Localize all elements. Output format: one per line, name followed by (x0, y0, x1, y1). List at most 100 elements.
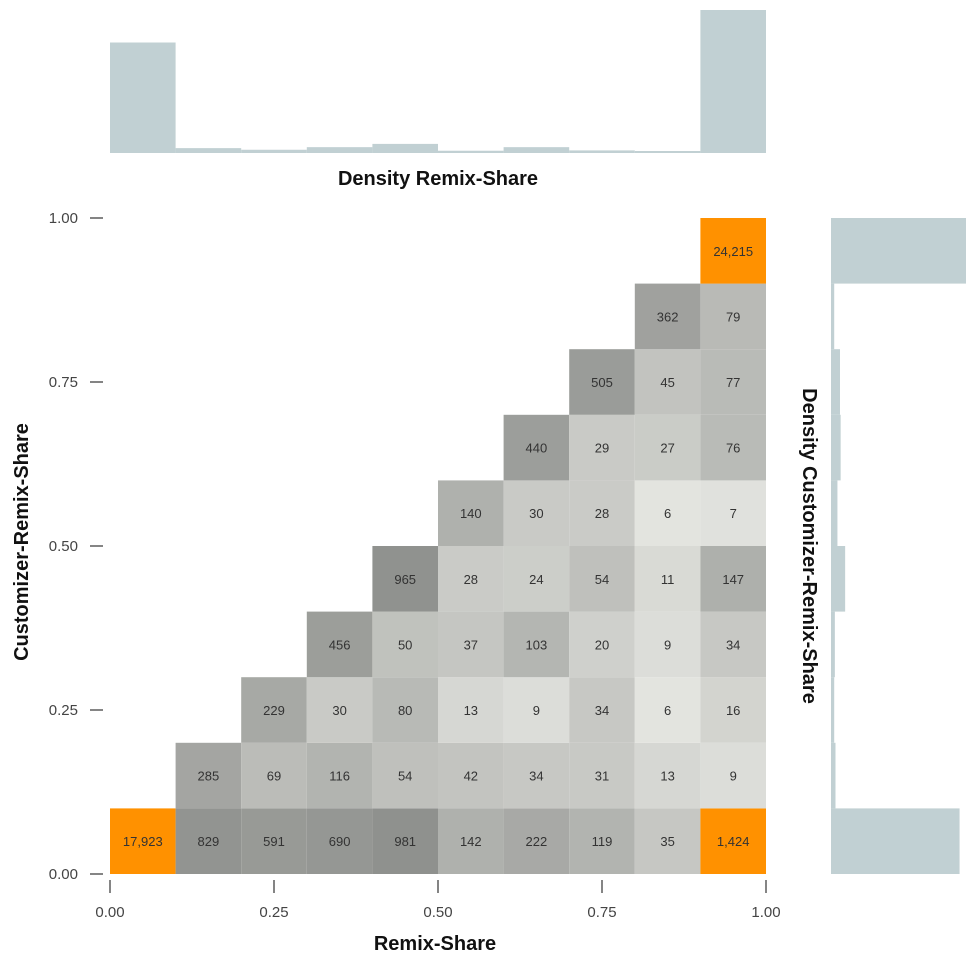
heatmap-cell (306, 808, 373, 874)
heatmap-cell (372, 808, 438, 874)
heatmap-cell-label: 13 (660, 769, 674, 784)
heatmap-cell-label: 505 (591, 375, 613, 390)
heatmap-cell-label: 13 (464, 703, 478, 718)
heatmap-cell (634, 414, 701, 481)
heatmap-cell-label: 29 (595, 441, 609, 456)
heatmap-cell-label: 965 (394, 572, 416, 587)
heatmap-cell (569, 808, 635, 874)
heatmap-cell-label: 362 (657, 309, 679, 324)
x-tick-label: 0.25 (259, 904, 288, 921)
heatmap-cell (569, 480, 635, 546)
heatmap-cell-label: 50 (398, 637, 412, 652)
top-histogram-bar (634, 151, 701, 153)
heatmap-cell-label: 591 (263, 834, 285, 849)
right-histogram (831, 218, 966, 874)
heatmap-cell (241, 677, 307, 743)
x-tick-label: 0.75 (587, 904, 616, 921)
heatmap-cell-label: 981 (394, 834, 416, 849)
y-tick-label: 0.00 (49, 866, 78, 883)
right-histogram-bar (831, 742, 836, 809)
heatmap-cell (700, 611, 766, 678)
right-histogram-bar (831, 611, 835, 678)
top-histogram-bar (503, 147, 570, 153)
heatmap-cell (503, 742, 570, 809)
right-histogram-bar (831, 808, 960, 874)
heatmap-cell (700, 349, 766, 415)
heatmap-cell (503, 677, 570, 743)
heatmap-cell (241, 808, 307, 874)
heatmap-cell-label: 222 (526, 834, 548, 849)
heatmap-cell-label: 1,424 (717, 834, 750, 849)
x-tick-label: 0.50 (423, 904, 452, 921)
top-histogram-bar (700, 10, 766, 153)
heatmap-cell (175, 808, 242, 874)
y-tick-label: 0.75 (49, 374, 78, 391)
heatmap-cell-label: 42 (464, 769, 478, 784)
y-tick-label: 0.25 (49, 702, 78, 719)
x-axis: 0.00 0.25 0.50 0.75 1.00 (95, 880, 781, 921)
heatmap-cell (700, 218, 766, 284)
heatmap-cell (438, 742, 504, 809)
heatmap-cell (700, 283, 766, 350)
heatmap-cell (372, 742, 438, 809)
heatmap-cell-label: 119 (592, 834, 613, 849)
heatmap-cell (306, 611, 373, 678)
heatmap-cell-label: 147 (722, 572, 744, 587)
x-axis-title: Remix-Share (374, 933, 496, 955)
heatmap-cell-label: 285 (198, 769, 220, 784)
heatmap-cell (438, 611, 504, 678)
heatmap-cell-label: 35 (660, 834, 674, 849)
heatmap-cell (503, 414, 570, 481)
heatmap-cell-label: 24 (529, 572, 543, 587)
heatmap-cell (634, 546, 701, 612)
y-tick-label: 1.00 (49, 210, 78, 227)
heatmap-cell-label: 103 (526, 637, 548, 652)
heatmap-cell-label: 9 (730, 769, 737, 784)
right-histogram-bar (831, 480, 838, 546)
heatmap-cell-label: 28 (464, 572, 478, 587)
heatmap-cell-label: 6 (664, 703, 671, 718)
heatmap-cell (438, 677, 504, 743)
heatmap-cell (634, 349, 701, 415)
top-histogram-bar (175, 148, 242, 153)
top-histogram-bar (110, 42, 176, 153)
heatmap-cell (569, 414, 635, 481)
heatmap-cell-label: 142 (460, 834, 482, 849)
heatmap-cell-label: 24,215 (713, 244, 753, 259)
heatmap-cell-label: 30 (529, 506, 543, 521)
right-histogram-bar (831, 218, 966, 284)
right-histogram-bar (831, 283, 835, 350)
heatmap-cell (110, 808, 176, 874)
heatmap-cell (503, 808, 570, 874)
heatmap-cell (503, 611, 570, 678)
heatmap-cell (700, 414, 766, 481)
heatmap-cell (438, 808, 504, 874)
heatmap-cell-label: 69 (267, 769, 281, 784)
heatmap-cell-label: 34 (529, 769, 543, 784)
heatmap-cell-label: 37 (464, 637, 478, 652)
heatmap-cell (503, 480, 570, 546)
heatmap-cell (634, 742, 701, 809)
heatmap-cell (700, 480, 766, 546)
heatmap-cell (634, 480, 701, 546)
heatmap-cell (634, 611, 701, 678)
heatmap-cell-label: 229 (263, 703, 285, 718)
heatmap-cell (372, 546, 438, 612)
heatmap-cell (634, 808, 701, 874)
top-histogram (110, 10, 766, 153)
heatmap-cell-label: 31 (595, 769, 609, 784)
heatmap-cell (438, 480, 504, 546)
right-histogram-bar (831, 546, 846, 612)
heatmap-cell (700, 808, 766, 874)
heatmap-cell-label: 16 (726, 703, 740, 718)
heatmap-cell (569, 677, 635, 743)
heatmap-cell-label: 456 (329, 637, 351, 652)
right-histogram-bar (831, 349, 840, 415)
heatmap-cell (241, 742, 307, 809)
heatmap-cell (503, 546, 570, 612)
heatmap-cell (372, 611, 438, 678)
heatmap-cell-label: 690 (329, 834, 351, 849)
heatmap-cell-label: 20 (595, 637, 609, 652)
